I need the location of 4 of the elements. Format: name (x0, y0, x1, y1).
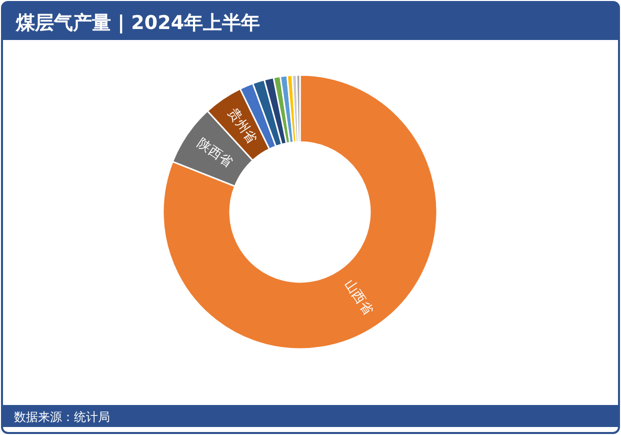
slice-label: 山西省 (341, 277, 376, 318)
chart-title: 煤层气产量 | 2024年上半年 (15, 12, 260, 34)
donut-slice (162, 74, 438, 350)
source-note: 数据来源：统计局 (14, 410, 110, 424)
